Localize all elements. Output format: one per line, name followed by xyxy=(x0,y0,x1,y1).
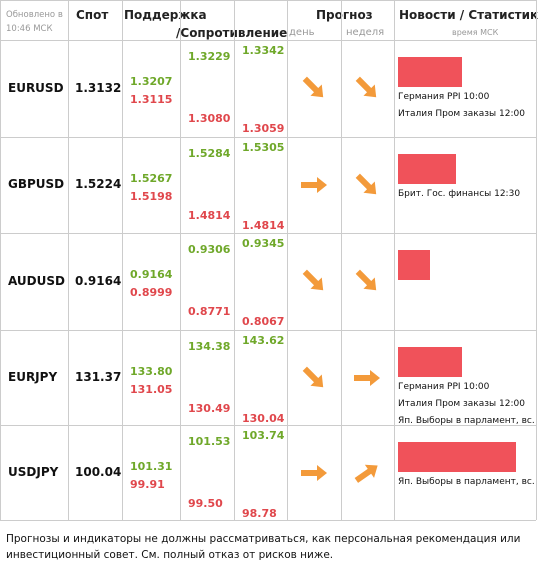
day-arrow xyxy=(299,366,329,388)
spot: 100.04 xyxy=(75,464,122,479)
day-arrow xyxy=(299,269,329,291)
resistance-level: 1.3229 xyxy=(188,50,231,63)
column-line xyxy=(341,0,342,520)
support-level: 1.3059 xyxy=(242,122,285,135)
support-level: 99.91 xyxy=(130,478,165,491)
column-line xyxy=(0,0,1,520)
news-item: Германия PPI 10:00 xyxy=(398,92,490,102)
forecast-header: Прогноз xyxy=(316,8,373,22)
news-bar xyxy=(398,442,516,472)
support-level: 98.78 xyxy=(242,507,277,520)
footer: Прогнозы и индикаторы не должны рассматр… xyxy=(6,533,521,561)
support-level: 131.05 xyxy=(130,383,173,396)
resistance-level: 1.3207 xyxy=(130,75,173,88)
pair: USDJPY xyxy=(8,464,59,479)
spot: 1.3132 xyxy=(75,80,122,95)
resistance-level: 1.5267 xyxy=(130,172,173,185)
row-line xyxy=(0,0,536,1)
column-line xyxy=(536,0,537,520)
column-line xyxy=(234,0,235,520)
day-header: день xyxy=(289,27,315,38)
resistance-header: /Сопротивление xyxy=(176,26,288,40)
resistance-level: 103.74 xyxy=(242,429,285,442)
support-level: 1.4814 xyxy=(242,219,285,232)
support-level: 130.49 xyxy=(188,402,231,415)
week-header: неделя xyxy=(346,27,385,38)
column-line xyxy=(122,0,123,520)
row-line xyxy=(0,425,536,426)
support-level: 130.04 xyxy=(242,412,285,425)
week-arrow xyxy=(352,463,382,483)
support-level: 0.8067 xyxy=(242,315,285,328)
resistance-level: 0.9306 xyxy=(188,243,231,256)
column-line xyxy=(287,0,288,520)
news-item: Италия Пром заказы 12:00 xyxy=(398,399,525,409)
updated: Обновлено в 10:46 МСК xyxy=(6,10,63,34)
support-level: 1.5198 xyxy=(130,190,173,203)
news-item: Брит. Гос. финансы 12:30 xyxy=(398,189,521,199)
support-header: Поддержка xyxy=(124,8,207,22)
spot: 1.5224 xyxy=(75,177,122,191)
day-arrow xyxy=(299,76,329,98)
support-level: 99.50 xyxy=(188,497,223,510)
week-arrow xyxy=(352,173,382,195)
column-line xyxy=(180,0,181,520)
column-line xyxy=(68,0,69,520)
news-header: Новости / Статистика xyxy=(399,8,538,22)
week-arrow xyxy=(352,76,382,98)
spot-header: Спот xyxy=(76,8,109,22)
row-line xyxy=(0,520,536,521)
week-arrow xyxy=(352,368,382,388)
row-line xyxy=(0,330,536,331)
row-line xyxy=(0,40,536,41)
resistance-level: 1.5284 xyxy=(188,147,231,160)
row-line xyxy=(0,137,536,138)
column-line xyxy=(394,0,395,520)
news-bar xyxy=(398,57,462,87)
news-item: Яп. Выборы в парламент, вс. xyxy=(398,416,535,426)
news-item: Яп. Выборы в парламент, вс. xyxy=(398,477,535,487)
resistance-level: 1.3342 xyxy=(242,44,285,57)
spot: 131.37 xyxy=(75,369,122,384)
pair: GBPUSD xyxy=(8,177,65,191)
row-line xyxy=(0,233,536,234)
day-arrow xyxy=(299,463,329,483)
resistance-level: 133.80 xyxy=(130,365,173,378)
spot: 0.9164 xyxy=(75,273,122,288)
pair: EURJPY xyxy=(8,369,58,384)
pair: AUDUSD xyxy=(8,273,65,288)
resistance-level: 134.38 xyxy=(188,340,231,353)
news-item: Германия PPI 10:00 xyxy=(398,382,490,392)
support-level: 0.8999 xyxy=(130,286,173,299)
news-item: Италия Пром заказы 12:00 xyxy=(398,109,525,119)
day-arrow xyxy=(299,175,329,195)
week-arrow xyxy=(352,269,382,291)
resistance-level: 0.9345 xyxy=(242,237,285,250)
support-level: 1.4814 xyxy=(188,209,231,222)
time-header: время МСК xyxy=(452,28,499,37)
support-level: 1.3080 xyxy=(188,112,231,125)
resistance-level: 143.62 xyxy=(242,334,285,347)
resistance-level: 0.9164 xyxy=(130,268,173,281)
resistance-level: 101.53 xyxy=(188,435,231,448)
pair: EURUSD xyxy=(8,80,64,95)
news-bar xyxy=(398,347,462,377)
news-bar xyxy=(398,250,430,280)
news-bar xyxy=(398,154,456,184)
support-level: 0.8771 xyxy=(188,305,231,318)
resistance-level: 101.31 xyxy=(130,460,173,473)
support-level: 1.3115 xyxy=(130,93,173,106)
resistance-level: 1.5305 xyxy=(242,141,285,154)
